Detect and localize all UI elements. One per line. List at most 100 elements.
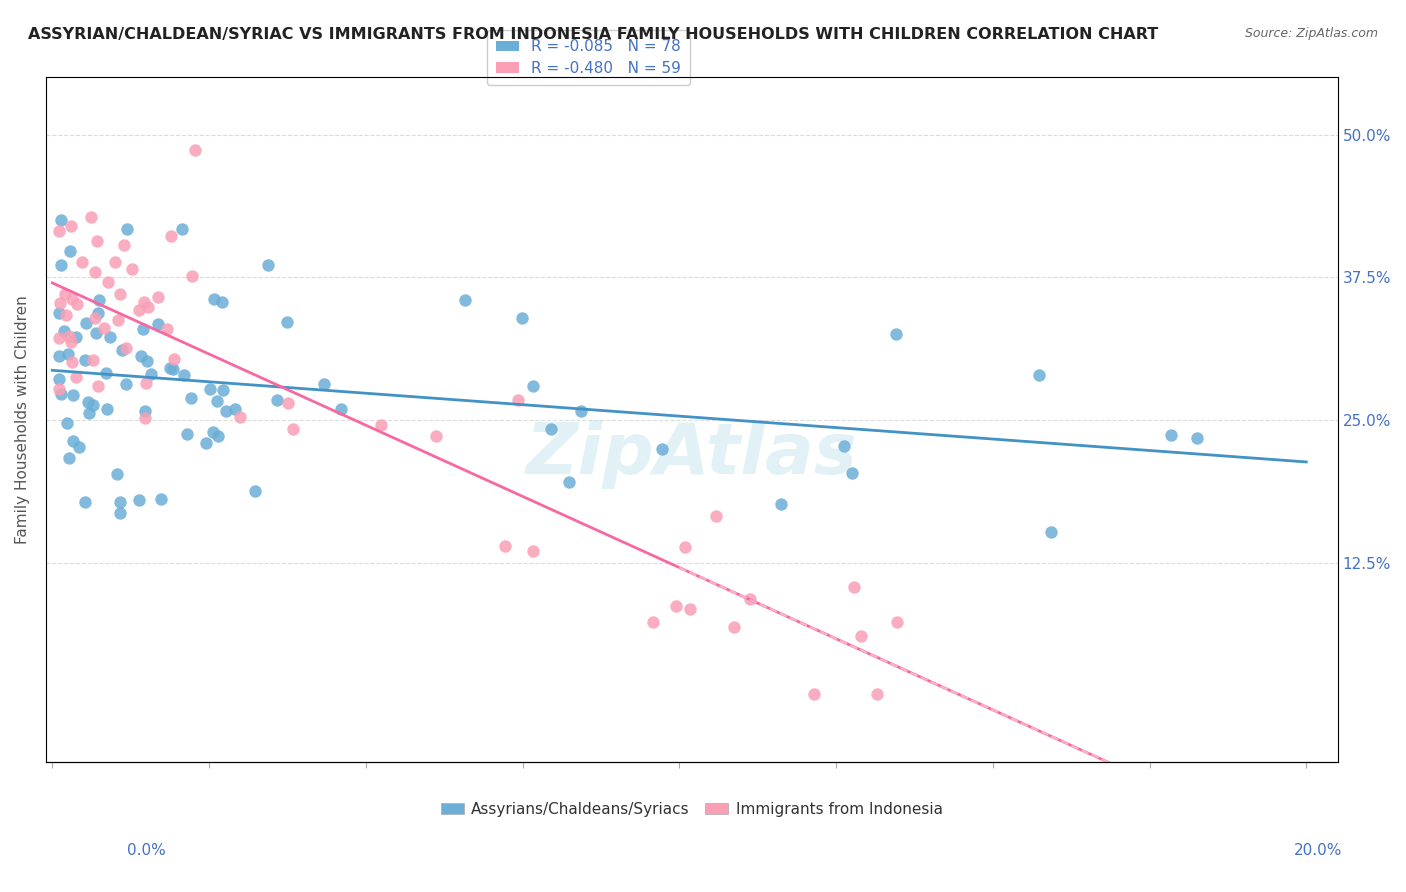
Point (740, 591, 762, 606)
Point (84, 264, 107, 278)
Point (173, 368, 195, 382)
Point (48, 223, 70, 237)
Point (312, 376, 335, 391)
Point (93, 320, 115, 334)
Y-axis label: Family Households with Children: Family Households with Children (15, 295, 30, 544)
Point (70, 254, 93, 268)
Point (49, 386, 72, 401)
Point (96, 401, 118, 416)
Point (128, 493, 150, 508)
Point (80, 211, 103, 225)
Point (55, 416, 77, 430)
Point (160, 229, 183, 244)
Point (651, 442, 673, 456)
Point (844, 580, 866, 594)
Point (643, 615, 665, 629)
Point (77, 395, 100, 409)
Point (58, 329, 80, 343)
Point (97, 275, 120, 289)
Point (83, 310, 105, 325)
Point (256, 258, 278, 272)
Point (276, 315, 298, 329)
Point (211, 383, 233, 397)
Point (156, 321, 179, 335)
Point (77, 406, 100, 420)
Point (136, 301, 159, 315)
Point (89, 293, 111, 307)
Point (115, 221, 138, 235)
Point (66, 297, 89, 311)
Point (60, 292, 83, 306)
Point (202, 425, 225, 440)
Point (84, 326, 107, 340)
Point (329, 402, 352, 417)
Point (849, 628, 872, 642)
Point (48, 331, 70, 345)
Point (215, 404, 238, 418)
Point (673, 541, 696, 555)
Point (110, 343, 132, 357)
Point (62, 434, 84, 449)
Point (207, 429, 229, 443)
Point (803, 687, 825, 701)
Point (48, 349, 70, 363)
Point (135, 354, 157, 368)
Point (1185, 431, 1208, 445)
Point (87, 306, 110, 320)
Point (202, 292, 225, 306)
Point (60, 355, 83, 369)
Point (569, 404, 592, 418)
Point (105, 467, 128, 481)
Point (148, 290, 170, 304)
Point (134, 403, 156, 417)
Point (59, 219, 82, 234)
Point (114, 376, 136, 391)
Point (540, 422, 562, 436)
Point (163, 351, 186, 366)
Point (195, 436, 218, 450)
Point (172, 221, 194, 235)
Point (723, 619, 745, 633)
Point (425, 429, 447, 443)
Point (104, 255, 127, 269)
Point (769, 497, 792, 511)
Point (48, 305, 70, 319)
Point (121, 262, 143, 277)
Point (679, 602, 702, 616)
Point (211, 295, 233, 310)
Point (98, 329, 121, 343)
Point (131, 349, 153, 363)
Point (108, 506, 131, 520)
Text: Source: ZipAtlas.com: Source: ZipAtlas.com (1244, 27, 1378, 40)
Point (48, 382, 70, 396)
Point (82, 353, 104, 368)
Point (52, 324, 75, 338)
Point (243, 483, 266, 498)
Point (73, 495, 96, 509)
Point (229, 409, 252, 424)
Point (108, 287, 131, 301)
Point (522, 378, 544, 392)
Point (1160, 428, 1182, 442)
Point (150, 491, 173, 506)
Point (55, 308, 77, 322)
Point (1040, 525, 1063, 540)
Point (557, 475, 579, 490)
Point (665, 599, 688, 613)
Point (832, 439, 855, 453)
Point (51, 213, 73, 227)
Point (65, 330, 87, 344)
Point (49, 295, 72, 310)
Point (62, 388, 84, 402)
Point (69, 440, 91, 454)
Legend: Assyrians/Chaldeans/Syriacs, Immigrants from Indonesia: Assyrians/Chaldeans/Syriacs, Immigrants … (434, 796, 949, 823)
Point (454, 293, 477, 308)
Point (60, 335, 83, 350)
Point (134, 295, 156, 310)
Point (82, 398, 104, 412)
Point (87, 378, 110, 392)
Point (866, 687, 889, 701)
Point (135, 376, 157, 391)
Point (205, 393, 228, 408)
Point (108, 495, 131, 509)
